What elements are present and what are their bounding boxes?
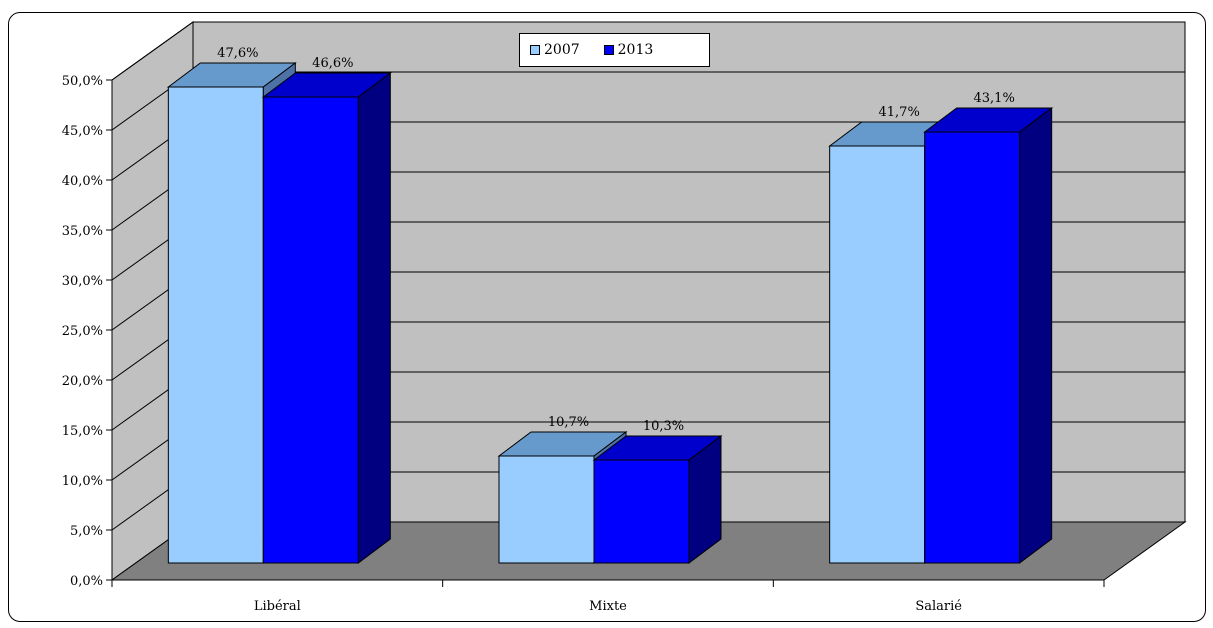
y-tick-label: 5,0% [70,524,103,539]
bar-side [1019,106,1053,565]
data-label: 10,3% [643,419,684,434]
bar-front [829,145,926,564]
data-label: 47,6% [217,46,258,61]
x-tick-label: Salarié [915,599,962,614]
y-tick-label: 45,0% [62,124,103,139]
legend-label-2007: 2007 [544,42,580,58]
data-labels: 47,6% 46,6% 10,7% 10,3% 41,7% 43,1% [217,46,1015,434]
bar-front [593,459,690,564]
y-tick-label: 15,0% [62,424,103,439]
bar-libéral-2013 [261,72,392,564]
bars [166,62,1054,565]
bar-mixte-2013 [592,435,723,564]
data-label: 10,7% [548,415,589,430]
legend-label-2013: 2013 [617,42,654,58]
y-tick-label: 0,0% [70,574,103,589]
y-tick-label: 50,0% [62,74,103,89]
bar-front [924,131,1021,564]
y-tick-label: 35,0% [62,224,103,239]
x-tick-label: Libéral [254,599,301,614]
x-tick-label: Mixte [589,599,627,614]
y-tick-label: 25,0% [62,324,103,339]
y-tick-label: 30,0% [62,274,103,289]
y-tick-label: 20,0% [62,374,103,389]
x-axis: Libéral Mixte Salarié [111,579,1105,614]
y-axis: 0,0% 5,0% 10,0% 15,0% 20,0% 25,0% 30,0% 35,0% 40… [62,74,113,589]
bar-front [167,86,264,564]
legend-item-2013: 2013 [603,42,654,58]
y-tick-label: 40,0% [62,174,103,189]
bar-side [688,435,722,564]
bar-salarié-2013 [923,106,1054,565]
bar-front [262,96,359,564]
legend: 2007 2013 [519,33,710,67]
y-tick-label: 10,0% [62,474,103,489]
data-label: 41,7% [879,105,920,120]
bar-side [357,72,391,564]
data-label: 43,1% [974,91,1015,106]
bar-front [498,455,595,564]
gridline [111,21,1185,81]
legend-swatch-2013 [603,45,614,55]
legend-item-2007: 2007 [530,42,580,58]
legend-swatch-2007 [530,45,540,55]
data-label: 46,6% [312,56,353,71]
